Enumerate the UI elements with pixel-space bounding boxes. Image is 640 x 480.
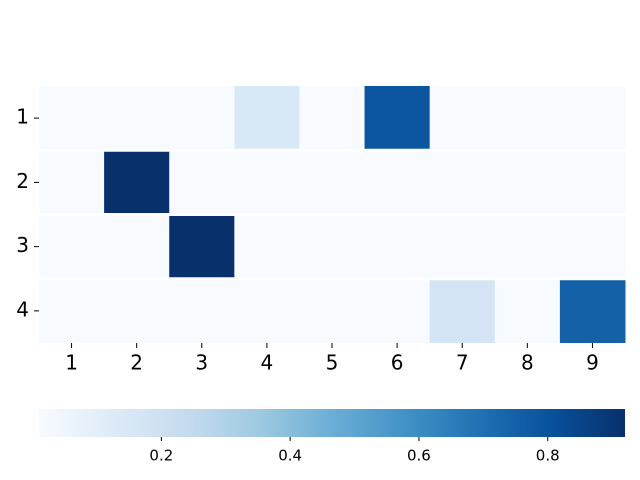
x-tick-label: 7	[456, 351, 469, 375]
heatmap-cell	[234, 216, 300, 278]
heatmap-cell	[39, 216, 105, 278]
x-tick-label: 1	[65, 351, 78, 375]
colorbar-tick-label: 0.8	[536, 447, 560, 465]
colorbar-tick-label: 0.6	[407, 447, 431, 465]
heatmap-cell	[299, 86, 366, 149]
x-tick-label: 4	[261, 351, 274, 375]
heatmap-cell	[559, 216, 626, 278]
heatmap-cell	[364, 151, 431, 213]
y-tick-label: 4	[16, 297, 29, 321]
heatmap-cell	[494, 151, 561, 213]
heatmap-cell	[169, 216, 235, 278]
colorbar-tick-label: 0.4	[278, 447, 302, 465]
heatmap-cell	[234, 86, 300, 149]
heatmap-cell	[429, 151, 496, 213]
heatmap-cell	[104, 151, 170, 213]
heatmap-cell	[169, 280, 235, 343]
y-tick-label: 3	[16, 233, 29, 257]
heatmap-cell	[364, 280, 431, 343]
colorbar-tick-label: 0.2	[149, 447, 173, 465]
x-tick-label: 8	[521, 351, 534, 375]
heatmap-cell	[169, 151, 235, 213]
heatmap-cell	[364, 86, 431, 149]
heatmap-cell	[559, 280, 626, 343]
heatmap-cell	[234, 280, 300, 343]
heatmap-cell	[39, 280, 105, 343]
heatmap-cell	[364, 216, 431, 278]
heatmap-cell	[104, 216, 170, 278]
heatmap-cell	[39, 86, 105, 149]
heatmap-cell	[299, 280, 366, 343]
y-tick-label: 1	[16, 105, 29, 129]
x-tick-label: 9	[586, 351, 599, 375]
heatmap-cell	[559, 151, 626, 213]
heatmap-cell	[299, 151, 366, 213]
x-tick-label: 2	[130, 351, 143, 375]
x-tick-label: 3	[195, 351, 208, 375]
heatmap-cell	[429, 280, 496, 343]
heatmap-cell	[104, 280, 170, 343]
heatmap-cell	[39, 151, 105, 213]
heatmap-cell	[559, 86, 626, 149]
colorbar	[39, 409, 625, 437]
x-tick-label: 5	[326, 351, 339, 375]
heatmap-cell	[494, 216, 561, 278]
heatmap-cell	[429, 216, 496, 278]
heatmap-cell	[429, 86, 496, 149]
x-tick-label: 6	[391, 351, 404, 375]
heatmap-cell	[104, 86, 170, 149]
heatmap-cell	[494, 86, 561, 149]
heatmap-cell	[299, 216, 366, 278]
y-tick-label: 2	[16, 169, 29, 193]
heatmap-cell	[234, 151, 300, 213]
heatmap-cell	[494, 280, 561, 343]
heatmap-cell	[169, 86, 235, 149]
